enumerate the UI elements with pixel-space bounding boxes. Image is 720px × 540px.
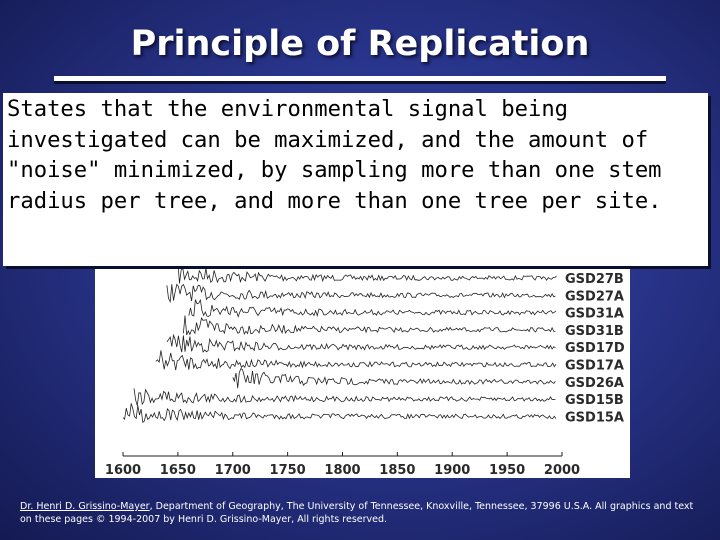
series-label: GSD31A: [565, 307, 624, 322]
ring-width-series-line: [166, 333, 556, 353]
tree-ring-series-plot: GSD27B GSD27A GSD31A GSD31B GSD17D GSD17A GSD2…: [105, 262, 625, 478]
ring-width-series-line: [122, 403, 557, 424]
series-label: GSD17A: [565, 359, 624, 374]
series-label: GSD17D: [565, 341, 625, 356]
ring-width-series-line: [183, 315, 556, 336]
tree-ring-series-figure: GSD27B GSD27A GSD31A GSD31B GSD17D GSD17A GSD2…: [95, 230, 630, 478]
slide-title: Principle of Replication: [130, 24, 590, 64]
x-tick-label: 1600: [105, 463, 141, 478]
title-underline: [54, 76, 666, 84]
x-tick-label: 1900: [434, 463, 470, 478]
footer-text: , Department of Geography, The Universit…: [20, 501, 694, 525]
x-tick-label: 1750: [270, 463, 306, 478]
ring-width-series-line: [166, 283, 556, 304]
definition-callout: States that the environmental signal bei…: [3, 93, 708, 266]
series-label: GSD27B: [565, 272, 624, 287]
ring-width-series-line: [133, 388, 556, 406]
x-tick-label: 1650: [160, 463, 196, 478]
series-label: GSD15A: [565, 410, 624, 425]
copyright-footer: Dr. Henri D. Grissino-Mayer, Department …: [20, 500, 700, 526]
series-label: GSD15B: [565, 393, 624, 408]
ring-width-series-line: [232, 367, 556, 389]
series-label: GSD27A: [565, 289, 624, 304]
ring-width-series-line: [177, 262, 557, 284]
x-tick-label: 1700: [215, 463, 251, 478]
ring-width-series-line: [155, 350, 557, 371]
x-tick-label: 1850: [379, 463, 415, 478]
x-tick-label: 2000: [544, 463, 580, 478]
series-label: GSD26A: [565, 376, 624, 391]
author-link[interactable]: Dr. Henri D. Grissino-Mayer: [20, 501, 150, 512]
series-label: GSD31B: [565, 324, 624, 339]
definition-text: States that the environmental signal bei…: [7, 96, 662, 214]
x-tick-label: 1950: [489, 463, 525, 478]
x-tick-label: 1800: [324, 463, 360, 478]
ring-width-series-line: [188, 298, 557, 318]
